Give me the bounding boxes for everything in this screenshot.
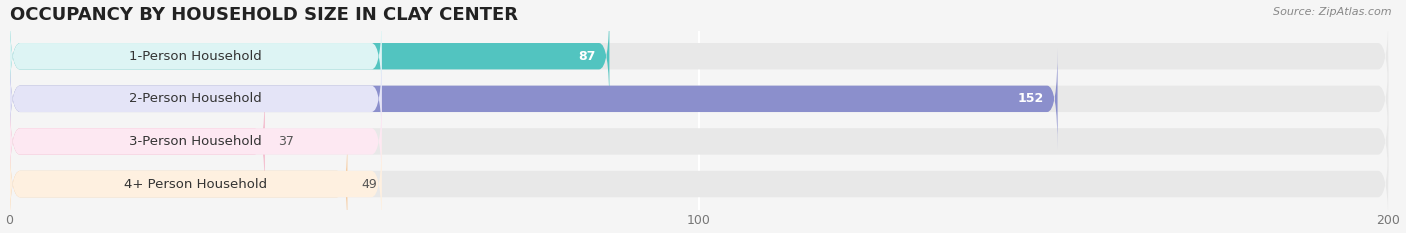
- Text: Source: ZipAtlas.com: Source: ZipAtlas.com: [1274, 7, 1392, 17]
- Text: 37: 37: [278, 135, 294, 148]
- Text: OCCUPANCY BY HOUSEHOLD SIZE IN CLAY CENTER: OCCUPANCY BY HOUSEHOLD SIZE IN CLAY CENT…: [10, 6, 517, 24]
- FancyBboxPatch shape: [10, 133, 347, 233]
- Text: 152: 152: [1018, 92, 1043, 105]
- FancyBboxPatch shape: [10, 6, 1389, 107]
- FancyBboxPatch shape: [10, 91, 264, 192]
- FancyBboxPatch shape: [10, 133, 1389, 233]
- Text: 49: 49: [361, 178, 377, 191]
- FancyBboxPatch shape: [10, 48, 1057, 150]
- FancyBboxPatch shape: [10, 133, 382, 233]
- FancyBboxPatch shape: [10, 91, 382, 192]
- FancyBboxPatch shape: [10, 91, 1389, 192]
- Text: 2-Person Household: 2-Person Household: [129, 92, 262, 105]
- FancyBboxPatch shape: [10, 48, 382, 150]
- Text: 3-Person Household: 3-Person Household: [129, 135, 262, 148]
- FancyBboxPatch shape: [10, 6, 609, 107]
- Text: 4+ Person Household: 4+ Person Household: [124, 178, 267, 191]
- FancyBboxPatch shape: [10, 6, 382, 107]
- FancyBboxPatch shape: [10, 48, 1389, 150]
- Text: 1-Person Household: 1-Person Household: [129, 50, 262, 63]
- Text: 87: 87: [578, 50, 596, 63]
